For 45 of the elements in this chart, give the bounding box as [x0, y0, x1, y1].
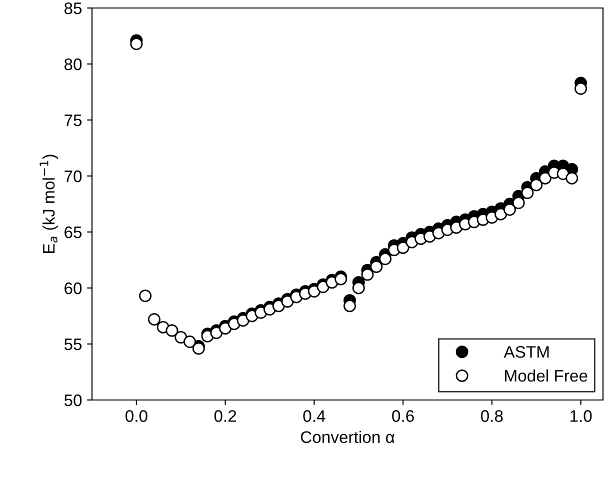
point: [166, 324, 178, 337]
point: [530, 178, 543, 192]
x-tick-label: 0.0: [126, 410, 148, 422]
legend-label: ASTM: [504, 346, 549, 358]
point: [396, 241, 410, 254]
y-tick-label: 85: [64, 2, 82, 14]
point: [343, 300, 356, 312]
y-tick-label: 55: [64, 338, 82, 350]
point: [281, 295, 294, 308]
point: [503, 203, 516, 216]
x-tick-label: 1.0: [570, 410, 592, 422]
legend-label: Model Free: [505, 369, 588, 382]
y-tick-label: 60: [64, 282, 82, 294]
point: [521, 186, 534, 200]
point: [494, 208, 508, 220]
point: [566, 172, 578, 184]
point: [538, 172, 552, 184]
point: [370, 260, 383, 273]
point: [512, 196, 525, 210]
point: [379, 252, 392, 266]
point: [352, 282, 365, 294]
y-tick-label: 75: [64, 114, 82, 126]
point: [219, 322, 232, 335]
point: [192, 342, 205, 355]
point: [148, 313, 160, 326]
y-tick-label: 50: [64, 394, 82, 406]
x-tick-label: 0.8: [480, 410, 503, 422]
point: [272, 300, 285, 312]
x-tick-label: 0.6: [392, 410, 414, 422]
point: [139, 290, 152, 302]
y-tick-label: 80: [64, 58, 82, 70]
point: [308, 285, 320, 298]
x-tick-label: 0.2: [214, 410, 236, 422]
point: [574, 82, 588, 95]
point: [130, 38, 143, 50]
point: [210, 326, 223, 340]
x-axis-title: Convertion α: [300, 430, 394, 444]
y-tick-label: 70: [64, 170, 82, 182]
x-tick-label: 0.4: [303, 410, 326, 422]
point: [361, 268, 374, 281]
y-tick-label: 65: [64, 226, 82, 238]
point: [316, 280, 330, 294]
y-axis-title: E$_{a}$ (kJ mol$^{−1}$): [40, 154, 58, 253]
point: [236, 314, 250, 327]
point: [184, 336, 196, 348]
